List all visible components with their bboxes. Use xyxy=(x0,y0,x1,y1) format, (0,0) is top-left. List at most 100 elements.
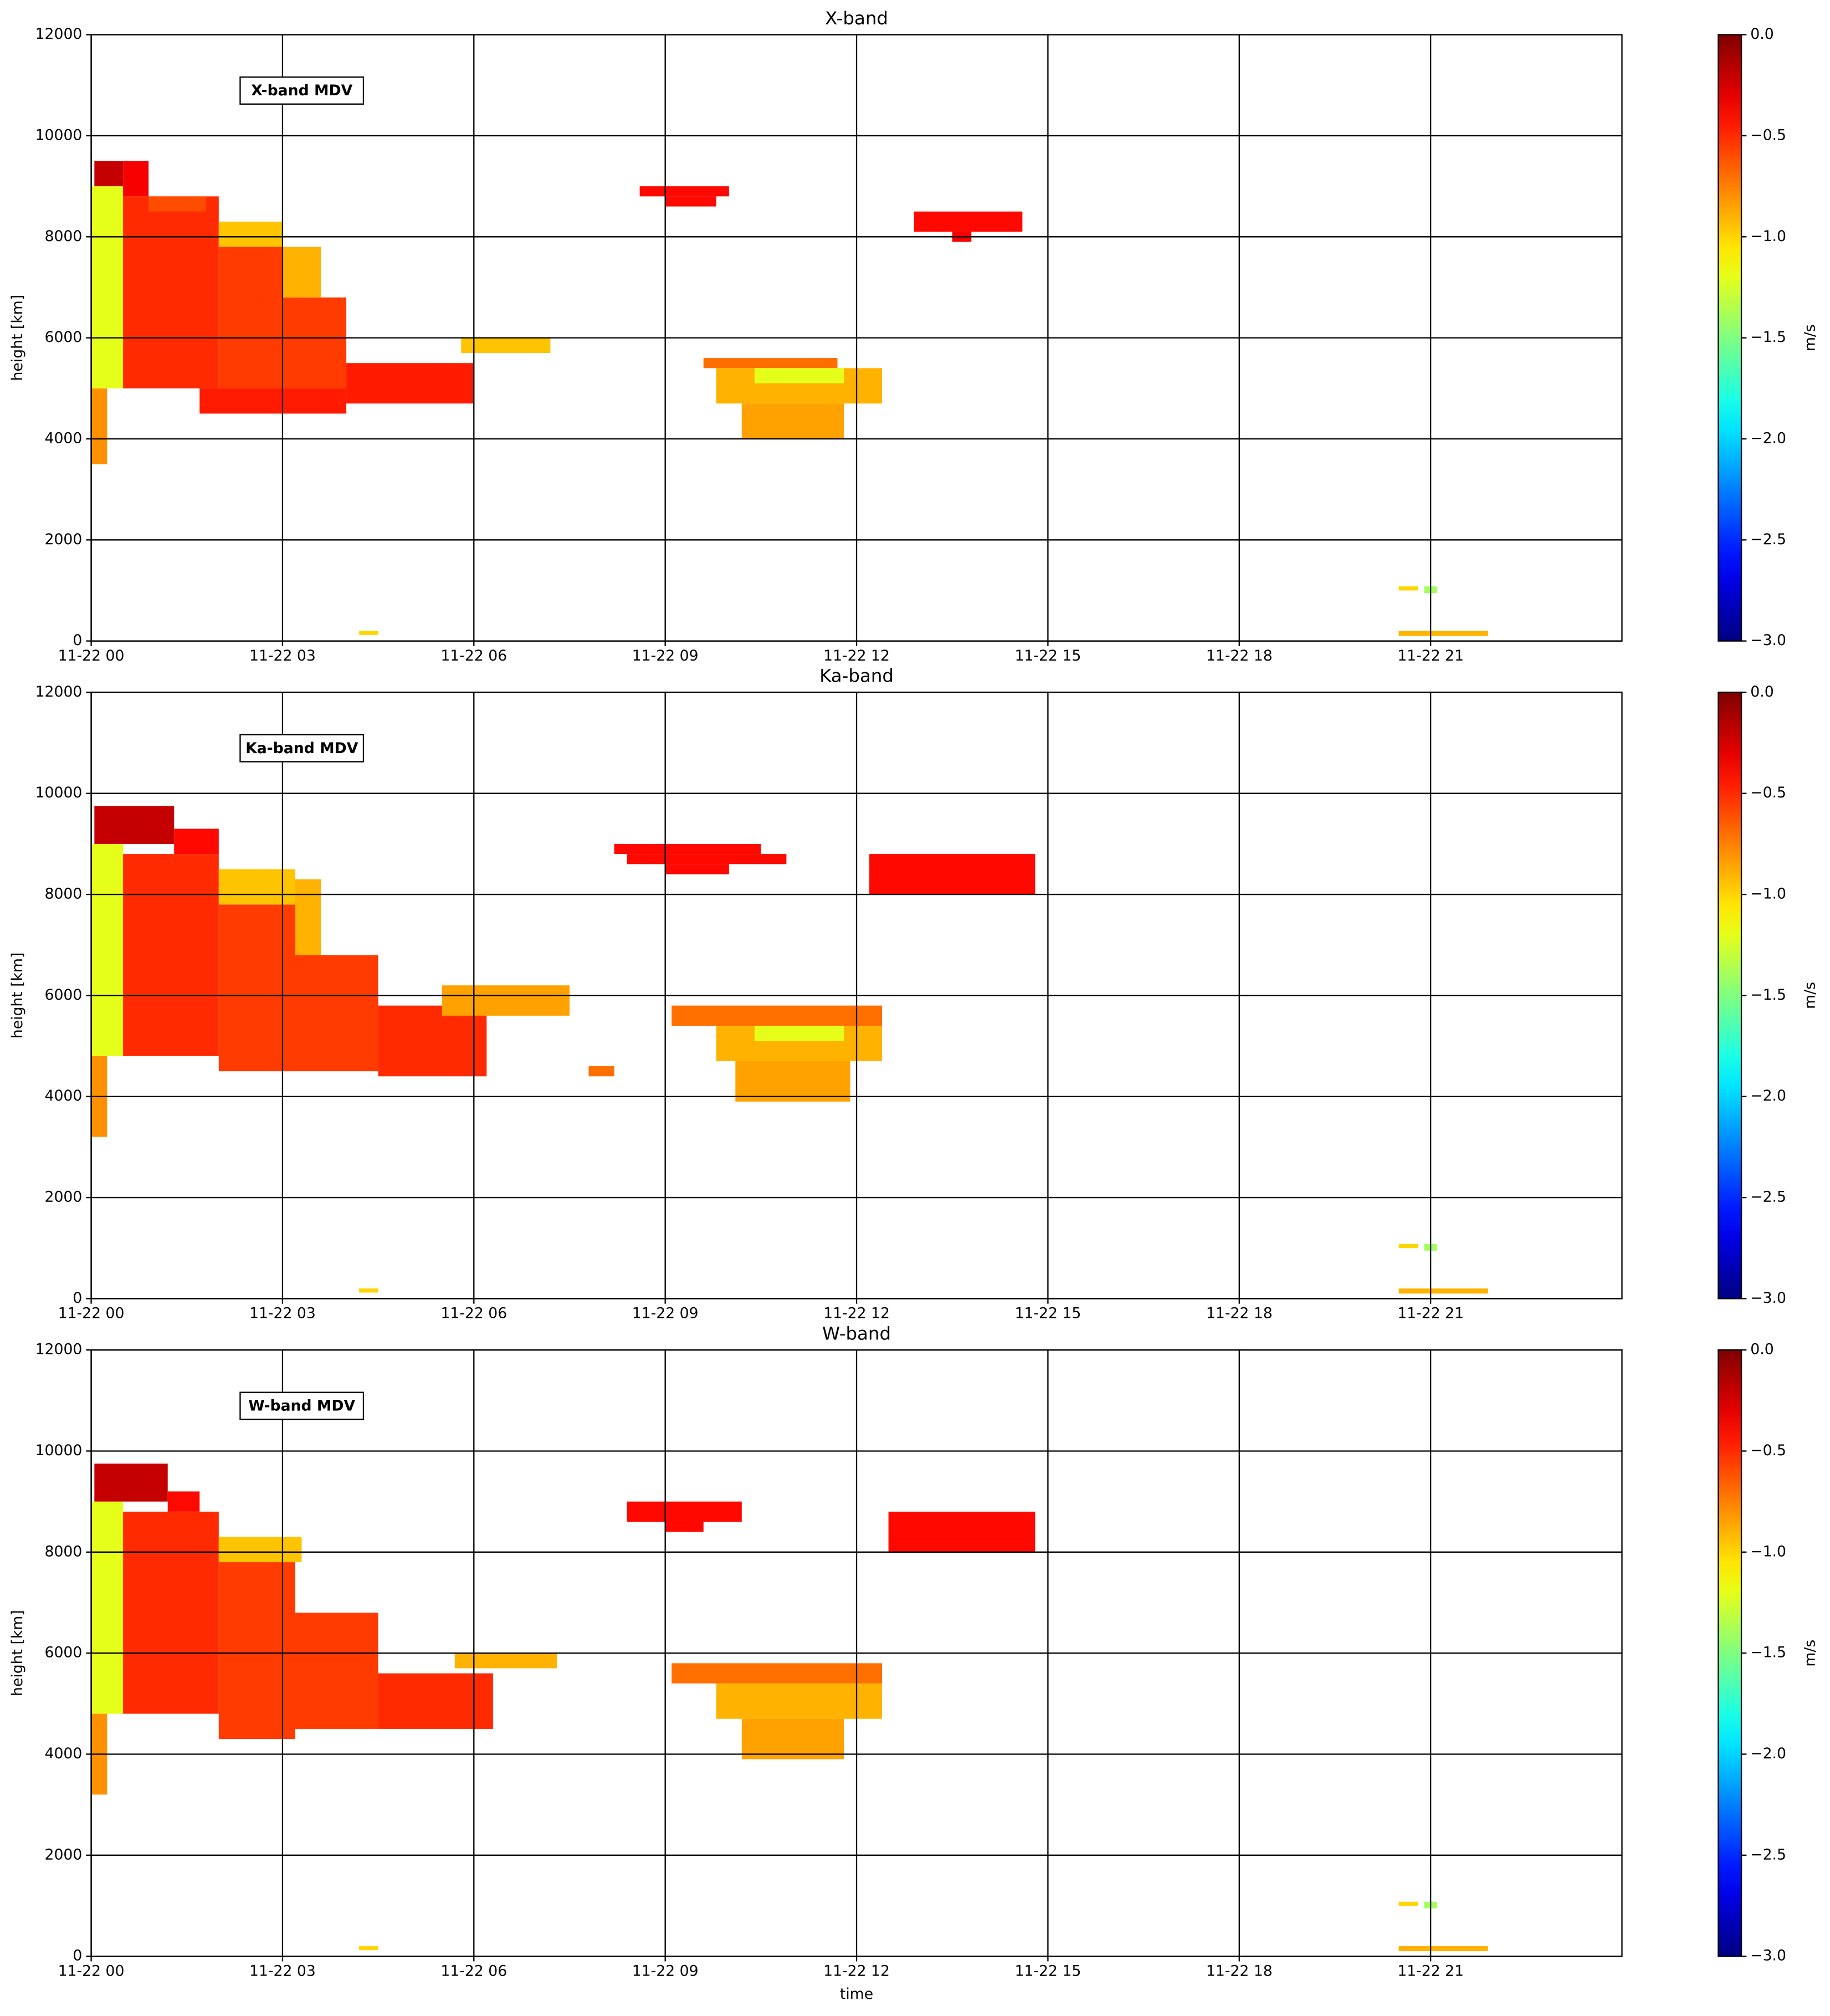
heatmap-cell xyxy=(703,358,838,369)
x-tick-label: 11-22 09 xyxy=(632,1963,699,1980)
y-tick-label: 4000 xyxy=(45,1087,83,1104)
heatmap-cell xyxy=(665,864,729,874)
y-axis-label: height [km] xyxy=(9,1610,26,1696)
heatmap-cell xyxy=(1398,1288,1488,1294)
heatmap-cell xyxy=(1398,1244,1418,1249)
chart-title: W-band xyxy=(822,1323,891,1344)
x-tick-label: 11-22 18 xyxy=(1206,1963,1273,1980)
axes-frame xyxy=(90,1349,1623,1957)
x-tick-label: 11-22 12 xyxy=(823,1305,890,1322)
annotation-box xyxy=(239,734,365,763)
heatmap-cell xyxy=(639,186,729,197)
heatmap-cell xyxy=(295,955,378,1072)
x-tick-label: 11-22 12 xyxy=(823,1963,890,1980)
y-tick-label: 2000 xyxy=(45,1189,83,1206)
heatmap-cell xyxy=(91,186,124,388)
heatmap-cell xyxy=(588,1066,614,1077)
colorbar-tick-label: −2.5 xyxy=(1750,1846,1786,1863)
x-tick-label: 11-22 09 xyxy=(632,1305,699,1322)
heatmap-cell xyxy=(94,161,124,187)
heatmap-cell xyxy=(218,869,295,905)
heatmap-cell xyxy=(461,337,551,353)
colorbar-tick-label: −2.0 xyxy=(1750,429,1786,447)
heatmap-cell xyxy=(754,1026,844,1041)
colorbar-tick-label: −2.5 xyxy=(1750,531,1786,548)
heatmap-cell xyxy=(754,368,844,383)
heatmap-cell xyxy=(359,631,378,635)
annotation: Ka-band MDV xyxy=(245,740,358,757)
y-tick-label: 10000 xyxy=(35,1442,83,1459)
heatmap-cell xyxy=(148,196,206,212)
x-tick-label: 11-22 00 xyxy=(58,647,125,664)
colorbar-tick-label: −1.0 xyxy=(1750,228,1786,245)
y-tick-label: 6000 xyxy=(45,1644,83,1661)
heatmap-cell xyxy=(671,1005,883,1026)
y-tick-label: 0 xyxy=(73,1947,82,1964)
y-tick-label: 4000 xyxy=(45,429,83,447)
annotation-box xyxy=(239,1391,365,1420)
y-tick-label: 6000 xyxy=(45,986,83,1004)
x-tick-label: 11-22 09 xyxy=(632,647,699,664)
heatmap-cell xyxy=(614,843,761,855)
colorbar-label: m/s xyxy=(1802,1640,1819,1667)
colorbar-tick-label: −2.5 xyxy=(1750,1189,1786,1206)
heatmap-cell xyxy=(199,388,347,414)
axes-frame xyxy=(90,692,1623,1299)
heatmap-cell xyxy=(91,1501,124,1714)
colorbar-label: m/s xyxy=(1802,324,1819,351)
heatmap-cell xyxy=(454,1653,557,1669)
x-tick-label: 11-22 21 xyxy=(1397,1963,1464,1980)
y-tick-label: 8000 xyxy=(45,1543,83,1560)
heatmap-cell xyxy=(282,247,321,298)
heatmap-cell xyxy=(665,196,716,207)
y-tick-label: 4000 xyxy=(45,1745,83,1762)
x-tick-label: 11-22 00 xyxy=(58,1963,125,1980)
colorbar-tick-label: −1.5 xyxy=(1750,986,1786,1004)
colorbar-tick-label: −0.5 xyxy=(1750,126,1786,144)
colorbar-tick-label: 0.0 xyxy=(1750,1341,1773,1358)
heatmap-cell xyxy=(123,161,149,197)
colorbar-tick-label: −2.0 xyxy=(1750,1745,1786,1762)
y-tick-label: 6000 xyxy=(45,329,83,346)
colorbar-tick-label: −3.0 xyxy=(1750,1290,1786,1307)
heatmap-cell xyxy=(442,985,570,1016)
heatmap-cell xyxy=(218,221,283,247)
heatmap-cell xyxy=(123,1511,219,1714)
chart-title: Ka-band xyxy=(819,666,894,687)
y-axis-label: height [km] xyxy=(9,295,26,381)
y-tick-label: 8000 xyxy=(45,886,83,903)
x-tick-label: 11-22 03 xyxy=(249,647,316,664)
x-tick-label: 11-22 06 xyxy=(440,1963,507,1980)
heatmap-cell xyxy=(627,854,787,864)
heatmap-cell xyxy=(1398,631,1488,636)
axes-frame xyxy=(90,34,1623,642)
heatmap-cell xyxy=(1398,1901,1418,1906)
heatmap-cell xyxy=(346,363,474,404)
heatmap-cell xyxy=(218,247,283,388)
heatmap-cell xyxy=(123,196,219,388)
heatmap-cell xyxy=(218,904,295,1072)
heatmap-cell xyxy=(167,1491,200,1512)
heatmap-cell xyxy=(174,828,219,855)
heatmap-cell xyxy=(869,854,1036,895)
heatmap-cell xyxy=(378,1673,493,1729)
colorbar-tick-label: −1.0 xyxy=(1750,1543,1786,1560)
colorbar-tick-label: −3.0 xyxy=(1750,632,1786,649)
y-tick-label: 0 xyxy=(73,1290,82,1307)
annotation: W-band MDV xyxy=(248,1398,355,1415)
heatmap-cell xyxy=(123,854,219,1056)
heatmap-cell xyxy=(94,806,175,844)
colorbar-tick-label: −1.0 xyxy=(1750,886,1786,903)
colorbar-tick-label: −2.0 xyxy=(1750,1087,1786,1104)
colorbar xyxy=(1718,692,1742,1299)
colorbar-tick-label: −1.5 xyxy=(1750,329,1786,346)
x-tick-label: 11-22 03 xyxy=(249,1305,316,1322)
colorbar-label: m/s xyxy=(1802,982,1819,1009)
x-tick-label: 11-22 18 xyxy=(1206,647,1273,664)
heatmap-cell xyxy=(91,843,124,1056)
heatmap-cell xyxy=(671,1663,883,1684)
x-tick-label: 11-22 21 xyxy=(1397,1305,1464,1322)
y-tick-label: 2000 xyxy=(45,1846,83,1863)
heatmap-cell xyxy=(295,879,321,955)
heatmap-cell xyxy=(94,1464,168,1502)
